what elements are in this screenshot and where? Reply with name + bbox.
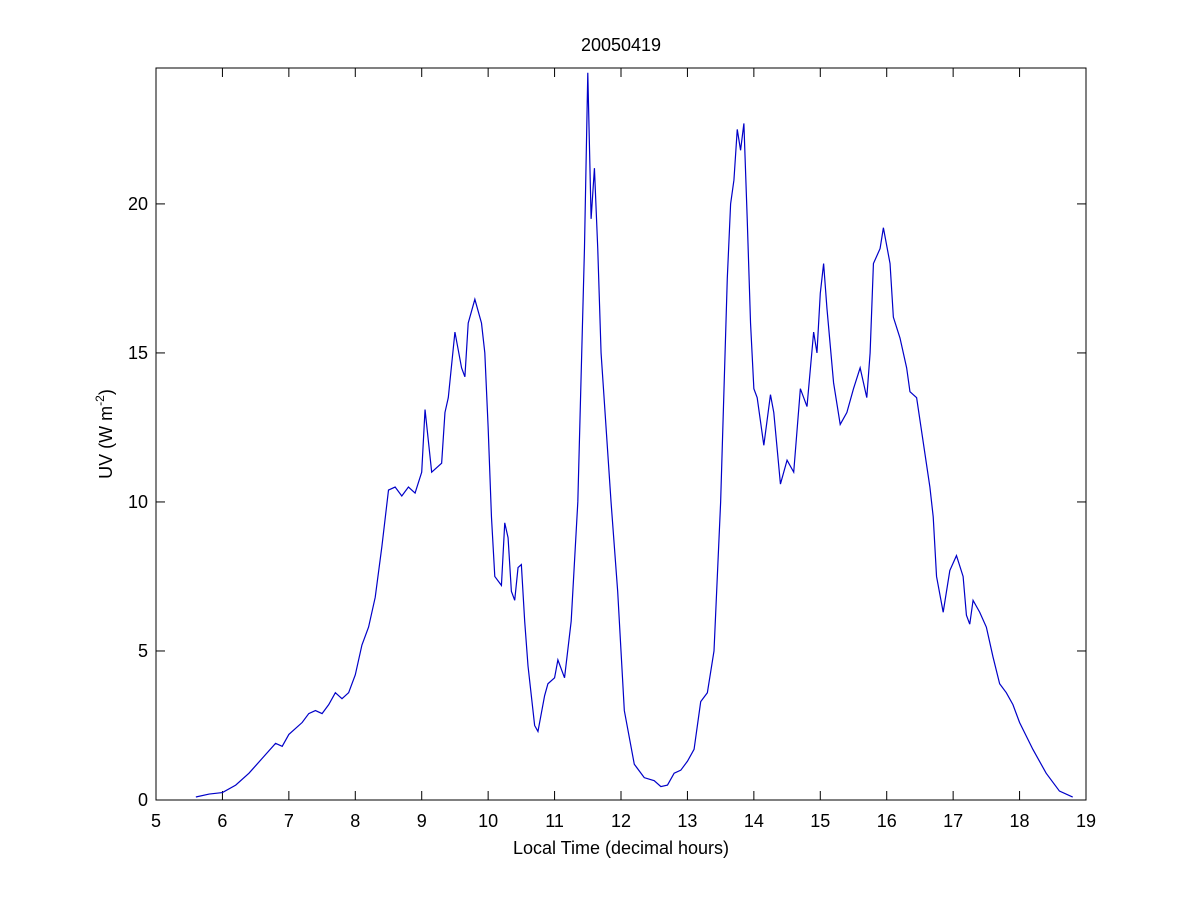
x-tick-label: 6 bbox=[217, 811, 227, 831]
y-axis-label: UV (W m-2) bbox=[93, 389, 116, 479]
x-tick-label: 10 bbox=[478, 811, 498, 831]
x-tick-label: 9 bbox=[417, 811, 427, 831]
y-tick-label: 0 bbox=[138, 790, 148, 810]
x-axis-label: Local Time (decimal hours) bbox=[513, 838, 729, 858]
y-tick-label: 20 bbox=[128, 194, 148, 214]
y-axis-label-text: UV (W m bbox=[96, 406, 116, 479]
y-tick-label: 5 bbox=[138, 641, 148, 661]
y-axis-label-sup: -2 bbox=[93, 395, 107, 406]
y-axis-label-end: ) bbox=[96, 389, 116, 395]
x-tick-label: 17 bbox=[943, 811, 963, 831]
x-tick-label: 14 bbox=[744, 811, 764, 831]
x-tick-label: 16 bbox=[877, 811, 897, 831]
y-tick-label: 10 bbox=[128, 492, 148, 512]
x-tick-label: 12 bbox=[611, 811, 631, 831]
y-tick-label: 15 bbox=[128, 343, 148, 363]
x-tick-label: 13 bbox=[677, 811, 697, 831]
x-tick-label: 19 bbox=[1076, 811, 1096, 831]
chart-title: 20050419 bbox=[581, 35, 661, 55]
x-tick-label: 8 bbox=[350, 811, 360, 831]
x-tick-label: 18 bbox=[1010, 811, 1030, 831]
x-tick-label: 15 bbox=[810, 811, 830, 831]
data-line bbox=[195, 72, 1073, 798]
x-tick-label: 5 bbox=[151, 811, 161, 831]
x-tick-label: 7 bbox=[284, 811, 294, 831]
x-tick-label: 11 bbox=[545, 811, 564, 831]
